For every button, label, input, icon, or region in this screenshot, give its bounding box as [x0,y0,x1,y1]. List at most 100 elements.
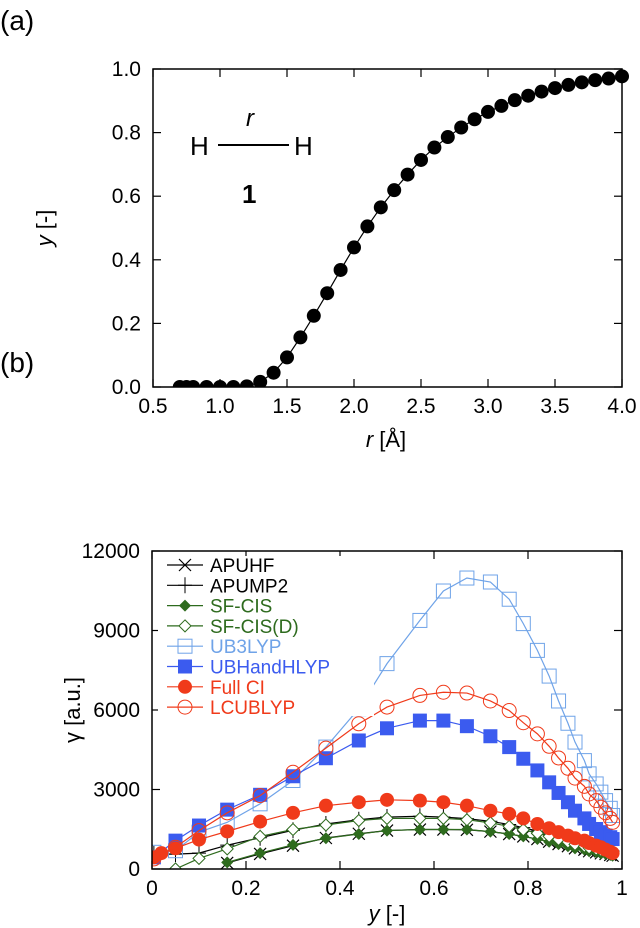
x-tick-label: 0.5 [138,395,167,418]
data-point [168,839,183,855]
data-point [352,828,365,841]
legend-item: LCUBLYP [167,698,295,719]
data-point [280,350,294,365]
data-point [551,750,567,766]
legend-item: UBHandHLYP [167,658,330,679]
data-point [286,769,300,784]
data-point [483,803,498,818]
data-point [521,88,536,103]
plot-area [152,570,621,869]
legend-label: SF-CIS(D) [210,617,299,638]
series-ubhandhlyp [152,713,620,865]
data-point [219,805,235,821]
data-point [412,687,428,703]
legend-marker [178,679,192,694]
panel-b-label: (b) [0,347,34,378]
data-point [285,764,301,780]
legend-item: UB3LYP [167,637,281,658]
inset-compound-number: 1 [242,179,256,209]
y-tick-label: 12000 [82,540,140,563]
data-point [601,71,616,86]
data-point [574,75,589,90]
x-tick-label: 1 [616,877,628,900]
data-point [351,716,367,732]
x-tick-label: 3.0 [473,395,502,418]
legend-marker [177,699,193,715]
data-point [467,112,482,127]
legend-label: UBHandHLYP [210,658,330,679]
data-point [191,823,207,839]
x-tick-label: 0 [146,877,158,900]
data-point [515,616,531,632]
data-point [168,862,183,869]
data-point [483,816,498,830]
data-point [530,763,545,778]
data-point [541,738,557,754]
data-point [220,802,235,817]
data-point [593,799,609,815]
data-point [460,813,474,827]
data-point [213,380,227,387]
data-point [501,703,517,719]
data-point [253,829,267,844]
y-tick-label: 6000 [93,699,140,722]
data-point [333,262,348,277]
data-point [529,726,545,742]
data-point [412,793,427,808]
legend-marker [177,638,193,654]
data-point [567,734,583,750]
data-point [542,775,557,790]
data-point [221,856,234,869]
panel-b-plot: 0 0.2 0.4 0.6 0.8 1 0 3000 6000 9000 12000 [82,540,628,900]
data-point [482,693,498,709]
data-point [318,740,334,756]
data-point [379,656,395,672]
data-point [560,760,576,776]
inset-bond-label: r [246,105,255,132]
x-tick-label: 1.5 [272,395,301,418]
x-tick-label: 0.8 [513,877,542,900]
data-point [460,823,473,836]
data-point [319,818,333,832]
data-point [602,810,618,826]
x-tick-label: 2.5 [406,395,435,418]
data-point [541,668,557,684]
data-point [502,806,517,821]
data-point [427,140,442,155]
data-point [253,374,268,387]
data-point [293,330,308,345]
legend-item: Full CI [167,678,265,699]
data-point [534,84,549,99]
data-point [502,819,516,834]
panel-a-label: (a) [0,5,34,36]
legend-label: APUMP2 [210,576,288,597]
data-point [440,130,455,145]
data-point [482,574,498,590]
series-line [153,691,614,860]
data-point [287,838,299,851]
x-tick-label: 3.5 [540,395,569,418]
data-point [381,824,393,837]
data-point [605,814,621,830]
y-tick-label: 9000 [93,620,140,643]
data-point [459,719,474,734]
data-point [435,583,451,599]
inset-atom-left: H [190,131,209,161]
data-point [360,219,375,234]
data-point [436,811,451,826]
data-point [413,811,427,826]
x-tick-label: 1.0 [205,395,234,418]
panel-b-ylabel: γ [a.u.] [60,677,85,743]
legend: APUHFAPUMP2SF-CISSF-CIS(D)UB3LYPUBHandHL… [158,556,374,719]
data-point [530,816,545,831]
legend-label: LCUBLYP [210,698,295,719]
data-point [380,811,394,826]
y-tick-label: 0.6 [112,185,141,208]
data-point [588,776,604,792]
data-point [319,832,332,845]
data-point [253,787,268,802]
series-lcublyp [152,684,621,867]
data-point [501,591,517,607]
data-point [199,380,214,387]
